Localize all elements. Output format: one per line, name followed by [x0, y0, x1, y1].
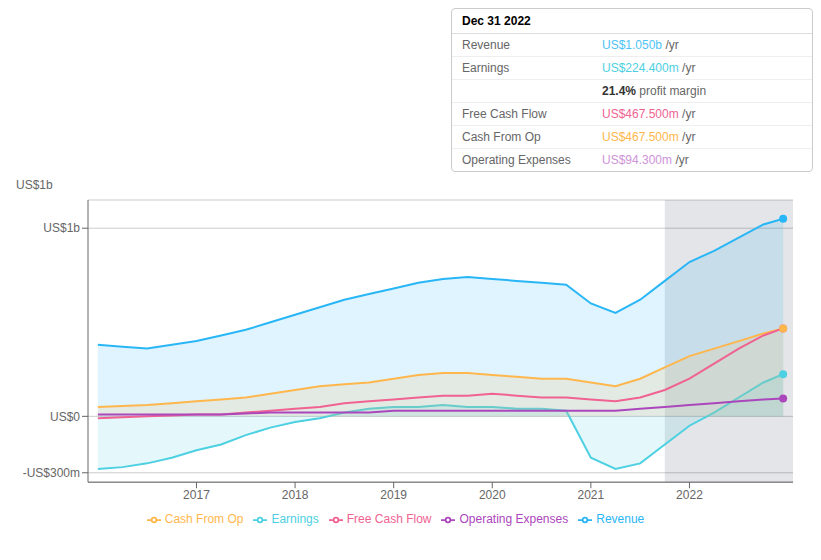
html-text:Earnings: Earnings [462, 61, 510, 75]
svg-text:2019: 2019 [380, 488, 407, 502]
html-text:Operating Expenses: Operating Expenses [462, 153, 571, 167]
html-text:Revenue: Revenue [596, 512, 645, 527]
html-text:Free Cash Flow: Free Cash Flow [346, 512, 432, 527]
html-text:Free Cash Flow: Free Cash Flow [462, 107, 547, 121]
html-text:US$224.400m /yr: US$224.400m /yr [602, 61, 696, 75]
html-text:Cash From Op: Cash From Op [164, 512, 244, 527]
html-text:Operating Expenses: Operating Expenses [459, 512, 569, 527]
html-text:Dec 31 2022: Dec 31 2022 [462, 14, 531, 28]
svg-text:2018: 2018 [282, 488, 309, 502]
html-text:Cash From Op: Cash From Op [462, 130, 541, 144]
svg-text:2021: 2021 [578, 488, 605, 502]
svg-text:2017: 2017 [183, 488, 210, 502]
html-text:US$467.500m /yr: US$467.500m /yr [602, 107, 696, 121]
svg-text:US$0: US$0 [50, 410, 80, 424]
svg-text:US$1b: US$1b [43, 221, 80, 235]
html-text:US$1.050b /yr: US$1.050b /yr [602, 38, 679, 52]
svg-text:-US$300m: -US$300m [23, 466, 80, 480]
html-text:Revenue: Revenue [462, 38, 510, 52]
html-text:US$467.500m /yr: US$467.500m /yr [602, 130, 696, 144]
html-text:US$94.300m /yr: US$94.300m /yr [602, 153, 689, 167]
html-text:21.4% profit margin: 21.4% profit margin [602, 84, 707, 98]
svg-text:2022: 2022 [676, 488, 703, 502]
svg-text:2020: 2020 [479, 488, 506, 502]
html-text:US$1b: US$1b [16, 178, 53, 192]
html-text:Earnings: Earnings [271, 512, 319, 527]
